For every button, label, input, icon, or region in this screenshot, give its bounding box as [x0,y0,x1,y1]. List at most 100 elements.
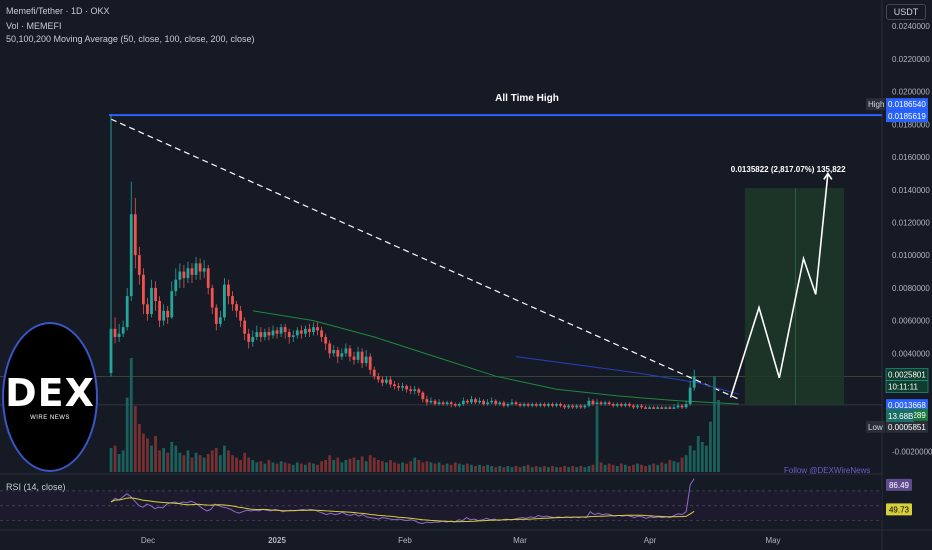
volume-bar [352,457,356,472]
candle-body [142,274,145,305]
candle-body [389,379,392,385]
price-badge: 0.0005851 [888,423,926,432]
volume-bar [397,463,400,472]
volume-bar [393,462,396,472]
volume-bar [170,442,174,472]
volume-bar [660,462,664,472]
price-tag: High [868,100,884,109]
volume-bar [559,467,562,472]
volume-bar [547,467,550,472]
volume-bar [615,466,619,472]
price-tag: Low [868,423,883,432]
candle-body [567,405,571,408]
volume-bar [413,457,417,472]
volume-bar [437,462,441,472]
volume-bar [478,464,481,472]
candle-body [538,404,542,406]
candle-body [474,399,477,403]
volume-bar [632,464,635,472]
candle-body [291,335,295,337]
volume-bar [206,454,210,472]
candle-body [275,330,279,334]
volume-bar [210,450,214,472]
price-badge-bg [886,110,928,123]
candle-body [640,405,643,408]
candle-body [348,348,352,357]
candle-body [413,389,417,391]
candle-body [547,404,550,406]
candle-body [125,296,129,328]
chart-title: Memefi/Tether · 1D · OKX [6,6,110,16]
candle-body [530,404,534,406]
volume-bar [571,466,575,472]
volume-bar [380,461,384,472]
price-badge: 0.0185619 [888,112,926,121]
volume-bar [575,467,579,472]
price-badge: 0.0186540 [888,100,926,109]
price-tick-label: 0.0220000 [892,55,930,64]
volume-bar [652,463,656,472]
volume-bar [227,450,230,472]
volume-bar [619,463,623,472]
candle-body [615,404,619,406]
candle-body [332,350,336,354]
volume-bar [299,463,303,472]
candle-body [457,404,461,406]
volume-bar [611,464,615,472]
volume-bar [150,445,153,472]
candle-body [255,332,259,337]
candle-body [267,332,271,336]
volume-bar [202,457,206,472]
volume-bar [324,460,328,472]
ma-legend: 50,100,200 Moving Average (50, close, 10… [6,34,255,44]
price-badge-bg [886,98,928,111]
candle-body [376,376,380,380]
rsi-value-badge-bg [886,478,912,491]
candle-body [223,284,226,318]
volume-bar [700,442,704,472]
price-badge-bg [886,410,914,422]
volume-bar [461,464,465,472]
volume-bar [518,467,522,472]
price-badge-bg [886,420,928,433]
volume-bar [214,448,218,472]
volume-bar [421,462,425,472]
candle-body [490,400,494,403]
volume-bar [474,466,477,472]
volume-bar [320,461,323,472]
volume-bar [704,445,708,472]
volume-bar [530,467,534,472]
candle-body [194,263,198,275]
volume-bar [672,461,676,472]
volume-bar [316,464,319,472]
volume-bar [133,406,137,472]
price-tick-label: 0.0240000 [892,22,930,31]
price-tick-label: 0.0120000 [892,218,930,227]
volume-bar [223,445,226,472]
candle-body [364,356,368,364]
volume-bar [348,458,352,472]
currency-unit-button[interactable]: USDT [886,4,926,20]
candle-body [356,351,360,360]
time-tick-label: Feb [398,536,412,545]
candle-body [146,304,149,315]
volume-bar [538,467,542,472]
candle-body [688,387,692,405]
logo-text: DEX [5,370,95,415]
volume-bar [688,445,692,472]
volume-bar [178,452,182,472]
candle-body [247,333,251,342]
candle-body [174,279,178,292]
candle-body [385,379,388,383]
candle-body [453,404,457,406]
candle-body [166,310,170,318]
price-tag-bg [866,98,885,111]
volume-bar [522,466,526,472]
candle-body [632,405,635,408]
candle-body [579,405,583,408]
volume-bar [644,466,647,472]
volume-bar [117,454,121,472]
volume-bar [194,452,198,472]
volume-bar [591,464,595,472]
volume-bar [482,466,485,472]
